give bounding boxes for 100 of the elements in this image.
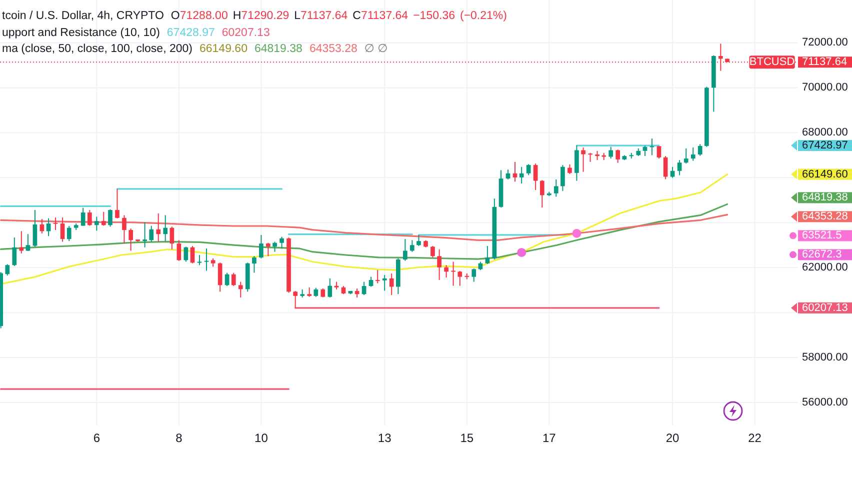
annotation: upport and Resistance (10, 10) — [2, 26, 160, 40]
candlestick — [307, 286, 312, 298]
legend-label: 66149.60 — [802, 168, 848, 180]
ref-line-label: 71137.64 — [802, 56, 848, 68]
y-tick-label: 56000.00 — [802, 396, 848, 409]
candlestick — [122, 214, 126, 244]
candlestick — [485, 246, 490, 264]
y-tick-label: 72000.00 — [802, 36, 848, 49]
candlestick — [32, 210, 38, 248]
candlestick — [5, 264, 10, 276]
candlestick — [718, 43, 723, 72]
annotation: BTCUSD — [749, 56, 795, 68]
candlestick — [218, 262, 222, 292]
text: tcoin / U.S. Dollar, 4h, CRYPTO — [2, 9, 164, 24]
annotation: 64353.28 — [309, 42, 358, 57]
candlestick — [581, 147, 586, 172]
candlestick — [684, 148, 688, 164]
candlestick — [519, 166, 524, 184]
candlestick — [458, 270, 462, 286]
candlestick — [293, 290, 298, 308]
candlestick — [88, 210, 92, 226]
candlestick — [608, 146, 614, 160]
candlestick — [560, 164, 565, 192]
candlestick — [259, 234, 264, 259]
candlestick — [368, 276, 374, 288]
candlestick — [430, 246, 435, 258]
candlestick — [231, 272, 236, 287]
candlestick — [451, 261, 456, 286]
candlestick — [252, 256, 256, 274]
candlestick — [595, 150, 600, 161]
legend-label: 67428.97 — [802, 140, 848, 152]
text: O71288.00 H71290.29 L71137.64 C71137.64 −150.36 (−0.21%) — [170, 10, 507, 22]
x-tick-label: 15 — [460, 431, 474, 445]
candlestick — [382, 274, 387, 292]
x-tick-label: 10 — [254, 431, 268, 445]
candlestick — [512, 161, 518, 182]
candlestick — [656, 146, 662, 160]
annotation: 60207.13 — [222, 26, 270, 40]
candlestick — [554, 178, 558, 198]
candlestick — [266, 242, 270, 257]
line-series — [0, 203, 728, 260]
candlestick — [46, 218, 51, 237]
legend-label: 63521.5 — [802, 230, 842, 242]
x-tick-label: 8 — [176, 431, 183, 445]
candlestick — [170, 226, 174, 250]
candlestick — [60, 216, 65, 242]
candlestick — [568, 164, 572, 175]
candlestick — [108, 208, 112, 228]
x-tick-label: 20 — [666, 431, 680, 445]
annotation: 64819.38 — [254, 42, 302, 57]
candlestick — [272, 241, 277, 252]
candlestick — [19, 230, 24, 254]
annotation: 67428.97 — [166, 26, 215, 40]
candlestick — [328, 278, 332, 298]
candlestick — [362, 281, 366, 296]
candlestick — [156, 212, 161, 242]
candlestick — [204, 248, 209, 272]
candlestick — [190, 246, 195, 264]
legend-label: 64819.38 — [802, 192, 848, 204]
y-tick-label: 62000.00 — [802, 262, 848, 274]
candlestick — [149, 225, 154, 242]
candlestick — [128, 228, 133, 252]
candlestick — [472, 268, 476, 282]
x-tick-label: 17 — [542, 431, 556, 445]
candlestick — [650, 138, 654, 156]
candlestick — [66, 225, 72, 242]
candlestick — [403, 238, 408, 262]
candlestick — [533, 162, 538, 191]
candlestick — [238, 281, 243, 298]
legend-label: 62672.3 — [802, 248, 842, 261]
candlestick — [26, 234, 30, 252]
candlestick — [416, 234, 421, 247]
annotation: 66149.60 — [200, 42, 248, 57]
candlestick — [94, 216, 99, 232]
candlestick — [115, 188, 120, 219]
candlestick — [437, 248, 442, 280]
candlestick — [163, 214, 168, 242]
x-tick-label: 22 — [748, 431, 762, 445]
candlestick — [197, 254, 202, 266]
candlestick — [12, 236, 17, 267]
candlestick — [663, 156, 668, 180]
legend-label: 60207.13 — [802, 302, 848, 314]
line-series — [0, 214, 728, 241]
x-tick-label: 6 — [93, 431, 100, 445]
x-tick-label: 13 — [378, 431, 392, 445]
candlestick — [690, 147, 696, 162]
y-tick-label: 68000.00 — [802, 126, 848, 139]
candlestick — [698, 144, 702, 156]
candlestick — [53, 216, 58, 231]
y-tick-label: 58000.00 — [802, 352, 848, 364]
candlestick — [80, 207, 86, 226]
candlestick — [142, 222, 147, 248]
candlestick — [677, 160, 682, 176]
line-series — [0, 173, 728, 285]
candlestick — [574, 145, 579, 182]
candlestick — [176, 240, 182, 262]
candlestick — [101, 211, 106, 226]
candlestick — [616, 149, 620, 164]
candlestick — [410, 240, 414, 252]
candlestick — [540, 180, 544, 208]
